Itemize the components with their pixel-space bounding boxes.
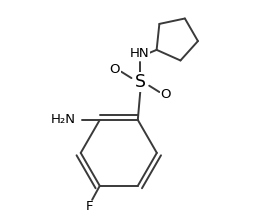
Text: S: S	[135, 73, 146, 91]
Text: O: O	[110, 63, 120, 76]
Text: F: F	[86, 200, 93, 213]
Text: O: O	[161, 88, 171, 101]
Text: H₂N: H₂N	[51, 113, 76, 127]
Text: HN: HN	[129, 48, 149, 61]
